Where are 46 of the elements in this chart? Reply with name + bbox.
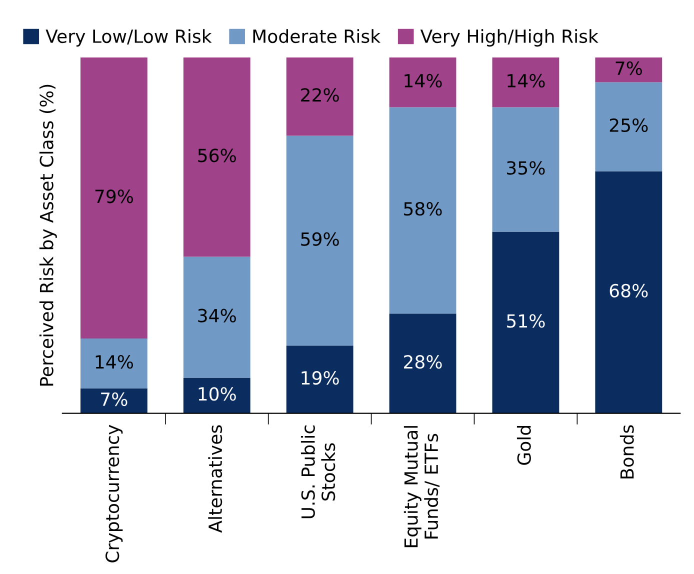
legend-label: Moderate Risk	[253, 29, 381, 44]
x-tick-label: Bonds	[620, 425, 634, 478]
data-label: 14%	[404, 74, 442, 88]
data-label: 14%	[96, 355, 133, 369]
bar	[286, 346, 354, 414]
data-label: 59%	[301, 232, 339, 246]
bar	[595, 171, 662, 414]
bar	[183, 256, 250, 378]
bar	[183, 57, 250, 257]
bar	[183, 378, 250, 414]
data-label: 51%	[507, 314, 545, 328]
data-label: 79%	[95, 190, 133, 204]
data-label: 34%	[198, 308, 236, 322]
bar	[80, 57, 148, 339]
bar	[595, 57, 662, 82]
data-label: 68%	[610, 284, 648, 298]
x-tick-label: Cryptocurrency	[106, 424, 123, 562]
data-label: 56%	[198, 148, 236, 162]
data-label: 25%	[610, 118, 648, 132]
data-label: 14%	[508, 74, 545, 88]
y-axis-title: Perceived Risk by Asset Class (%)	[39, 84, 57, 386]
data-label: 35%	[507, 161, 545, 175]
bar	[389, 57, 456, 108]
bar	[389, 314, 456, 414]
bar	[286, 136, 354, 346]
bar	[492, 57, 560, 108]
x-tick-label: Alternatives	[208, 425, 222, 533]
data-label: 28%	[404, 355, 442, 369]
data-label: 19%	[302, 371, 339, 385]
x-tick-label: Gold	[516, 426, 531, 465]
data-label: 10%	[198, 387, 236, 401]
legend-label: Very Low/Low Risk	[46, 29, 212, 47]
x-tick-label: U.S. Public Stocks	[300, 426, 336, 518]
bar	[595, 82, 662, 172]
bar	[389, 107, 456, 314]
bar	[492, 107, 560, 232]
bar	[80, 338, 148, 388]
bar	[286, 57, 354, 136]
data-label: 58%	[404, 202, 442, 216]
bar	[80, 388, 148, 414]
data-label: 22%	[301, 88, 339, 102]
bar	[492, 232, 560, 414]
data-label: 7%	[101, 392, 128, 406]
x-tick-label: Equity Mutual Funds/ ETFs	[404, 426, 440, 548]
legend-label: Very High/High Risk	[420, 29, 598, 47]
data-label: 7%	[616, 61, 642, 76]
